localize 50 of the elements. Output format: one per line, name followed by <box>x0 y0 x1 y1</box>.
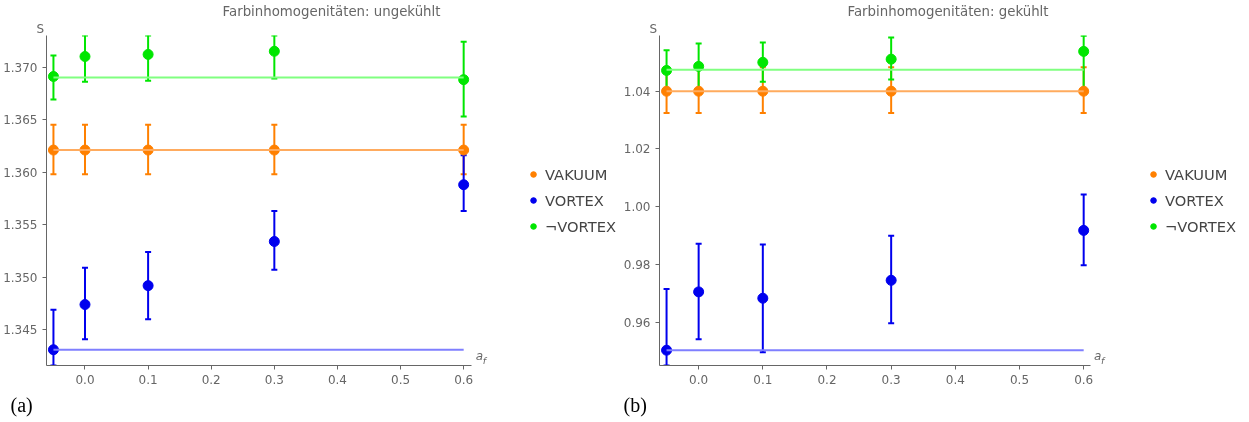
legend-label: VAKUUM <box>545 165 608 183</box>
point <box>458 179 470 191</box>
text: (a) <box>10 393 33 417</box>
x-tick-label: 0.3 <box>264 372 284 387</box>
x-tick-label: 0.4 <box>327 372 347 387</box>
y-tick-label: 1.360 <box>3 165 38 180</box>
y-tick-label: 0.98 <box>623 257 651 272</box>
x-tick-label: 0.1 <box>753 372 773 387</box>
point <box>142 48 154 60</box>
x-tick-label: 0.2 <box>201 372 221 387</box>
point <box>693 286 705 298</box>
point <box>1078 224 1090 236</box>
x-tick-label: 0.4 <box>945 372 965 387</box>
legend-label: VORTEX <box>1165 191 1224 209</box>
chart-title: Farbinhomogenitäten: ungekühlt <box>222 3 441 19</box>
legend-label: VORTEX <box>545 191 604 209</box>
x-tick-label: 0.1 <box>138 372 158 387</box>
point <box>885 274 897 286</box>
point <box>142 280 154 292</box>
point <box>79 51 91 63</box>
x-tick-label: 0.5 <box>1009 372 1030 387</box>
x-tick-label: 0.6 <box>1074 372 1094 387</box>
legend-label: ¬VORTEX <box>545 217 616 235</box>
text: (b) <box>623 393 647 417</box>
point <box>79 299 91 311</box>
legend-label: VAKUUM <box>1165 165 1228 183</box>
y-tick-label: 1.345 <box>3 323 38 338</box>
y-tick-label: 0.96 <box>623 315 651 330</box>
x-tick-label: 0.0 <box>75 372 95 387</box>
y-tick-label: 1.00 <box>623 200 651 215</box>
y-axis-title: S <box>36 21 45 36</box>
legend-label: ¬VORTEX <box>1165 217 1236 235</box>
y-tick-label: 1.370 <box>3 60 38 75</box>
point <box>885 53 897 65</box>
x-tick-label: 0.2 <box>817 372 837 387</box>
y-tick-label: 1.365 <box>3 113 38 128</box>
point <box>268 236 280 247</box>
point <box>268 45 280 57</box>
point <box>757 292 769 304</box>
y-tick-label: 1.350 <box>3 270 38 285</box>
x-tick-label: 0.5 <box>391 372 411 387</box>
chart-title: Farbinhomogenitäten: gekühlt <box>847 3 1049 19</box>
y-axis-title: S <box>649 21 658 36</box>
y-tick-label: 1.02 <box>623 142 651 157</box>
x-tick-label: 0.6 <box>454 372 474 387</box>
y-tick-label: 1.355 <box>3 218 38 233</box>
x-tick-label: 0.3 <box>881 372 901 387</box>
x-tick-label: 0.0 <box>689 372 709 387</box>
y-tick-label: 1.04 <box>623 84 651 99</box>
point <box>1078 45 1090 57</box>
